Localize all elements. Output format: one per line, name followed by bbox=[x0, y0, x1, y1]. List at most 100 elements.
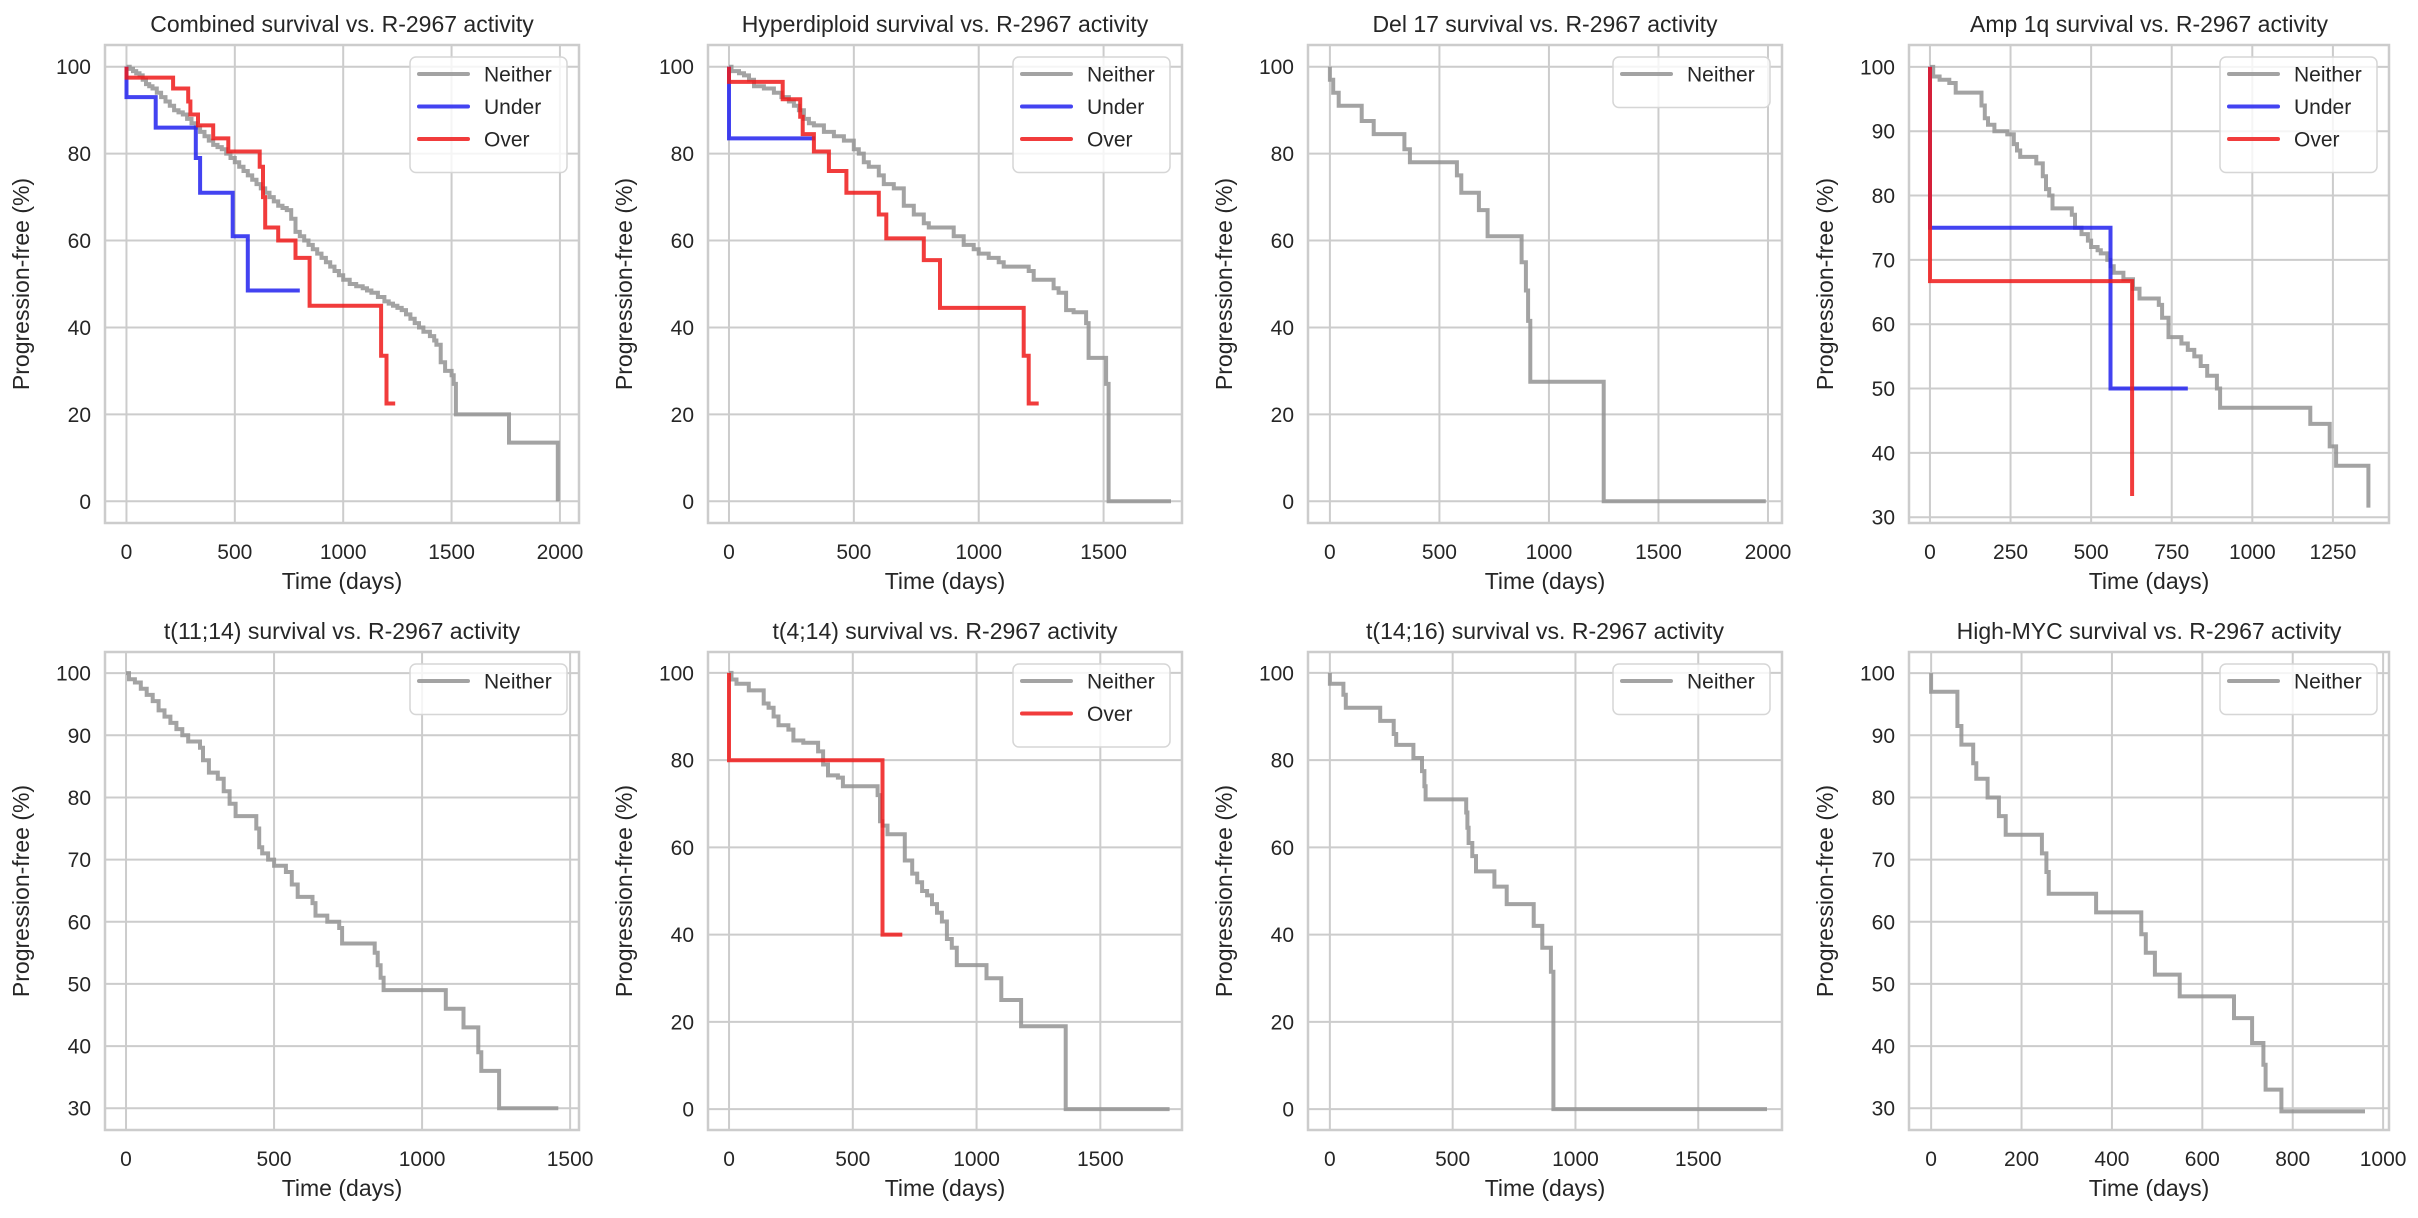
x-tick-label: 0 bbox=[1925, 1148, 1937, 1171]
y-tick-label: 20 bbox=[1271, 1011, 1294, 1034]
series-line-over bbox=[124, 66, 396, 406]
legend-item-neither: Neither bbox=[1620, 671, 1755, 694]
subplot-title: High-MYC survival vs. R-2967 activity bbox=[1957, 618, 2342, 644]
series-line-neither bbox=[1327, 672, 1767, 1112]
x-tick-label: 0 bbox=[121, 541, 133, 564]
legend-item-neither: Neither bbox=[2227, 64, 2362, 87]
legend-item-over: Over bbox=[1020, 129, 1133, 152]
legend-item-neither: Neither bbox=[1620, 64, 1755, 87]
subplot-4: 0 250 500 750 1000 1250 30 40 50 60 70 80 90 100 Amp 1… bbox=[1812, 11, 2391, 594]
y-tick-label: 30 bbox=[68, 1098, 91, 1121]
axes-frame bbox=[706, 650, 1184, 1132]
y-tick-label: 80 bbox=[1271, 143, 1294, 166]
y-tick-label: 90 bbox=[1872, 725, 1895, 748]
x-tick-label: 2000 bbox=[537, 541, 584, 564]
y-tick-label: 80 bbox=[1271, 750, 1294, 773]
x-axis-label: Time (days) bbox=[885, 568, 1006, 594]
legend-item-neither: Neither bbox=[417, 671, 552, 694]
legend-label: Neither bbox=[2294, 64, 2362, 87]
legend-item-neither: Neither bbox=[1020, 671, 1155, 694]
legend-label: Under bbox=[484, 96, 541, 119]
legend-label: Neither bbox=[484, 64, 552, 87]
legend: Neither Under Over bbox=[1012, 56, 1171, 174]
x-tick-label: 1000 bbox=[399, 1148, 446, 1171]
y-tick-label: 50 bbox=[1872, 973, 1895, 996]
subplot-title: Hyperdiploid survival vs. R-2967 activit… bbox=[742, 11, 1149, 37]
legend-item-under: Under bbox=[417, 96, 541, 119]
x-tick-label: 500 bbox=[1422, 541, 1457, 564]
x-tick-label: 800 bbox=[2275, 1148, 2310, 1171]
x-tick-label: 500 bbox=[835, 1148, 870, 1171]
legend: Neither Over bbox=[1012, 663, 1171, 748]
y-tick-label: 80 bbox=[68, 787, 91, 810]
x-tick-label: 1000 bbox=[1526, 541, 1573, 564]
legend-box bbox=[1012, 56, 1171, 174]
y-tick-label: 80 bbox=[68, 143, 91, 166]
y-tick-label: 0 bbox=[79, 491, 91, 514]
y-tick-label: 0 bbox=[1282, 491, 1294, 514]
legend-box bbox=[409, 56, 568, 174]
y-tick-label: 100 bbox=[1860, 56, 1895, 79]
x-tick-label: 400 bbox=[2094, 1148, 2129, 1171]
y-tick-label: 70 bbox=[68, 849, 91, 872]
y-tick-label: 100 bbox=[1259, 662, 1294, 685]
subplot-3: 0 500 1000 1500 2000 0 20 40 60 80 100 Del 17 survi… bbox=[1211, 11, 1791, 594]
y-axis-label: Progression-free (%) bbox=[1211, 785, 1237, 997]
y-tick-label: 100 bbox=[659, 662, 694, 685]
x-tick-label: 0 bbox=[1324, 1148, 1336, 1171]
subplot-title: t(4;14) survival vs. R-2967 activity bbox=[772, 618, 1118, 644]
subplot-title: Del 17 survival vs. R-2967 activity bbox=[1372, 11, 1718, 37]
y-tick-label: 40 bbox=[671, 924, 694, 947]
x-tick-label: 1500 bbox=[1077, 1148, 1124, 1171]
subplot-title: t(11;14) survival vs. R-2967 activity bbox=[164, 618, 521, 644]
legend-box bbox=[2219, 56, 2378, 174]
legend-label: Over bbox=[1087, 129, 1133, 152]
x-axis-label: Time (days) bbox=[2089, 568, 2210, 594]
y-tick-label: 40 bbox=[1872, 1036, 1895, 1059]
x-axis-label: Time (days) bbox=[2089, 1175, 2210, 1201]
x-tick-label: 1000 bbox=[1552, 1148, 1599, 1171]
x-tick-label: 1500 bbox=[1635, 541, 1682, 564]
axes-frame bbox=[1907, 650, 2391, 1132]
subplot-5: 0 500 1000 1500 30 40 50 60 70 80 90 100 t(11;14) su… bbox=[8, 618, 593, 1201]
legend-label: Neither bbox=[1687, 671, 1755, 694]
x-axis-label: Time (days) bbox=[1485, 1175, 1606, 1201]
y-tick-label: 70 bbox=[1872, 249, 1895, 272]
legend: Neither Under Over bbox=[2219, 56, 2378, 174]
legend-label: Neither bbox=[2294, 671, 2362, 694]
y-axis-label: Progression-free (%) bbox=[1812, 785, 1838, 997]
series-line-neither bbox=[126, 64, 560, 502]
x-tick-label: 600 bbox=[2185, 1148, 2220, 1171]
x-tick-label: 1500 bbox=[428, 541, 475, 564]
series-line-under bbox=[727, 66, 816, 141]
x-tick-label: 1000 bbox=[953, 1148, 1000, 1171]
legend-item-over: Over bbox=[417, 129, 530, 152]
y-tick-label: 90 bbox=[1872, 121, 1895, 144]
y-tick-label: 60 bbox=[68, 911, 91, 934]
y-axis-label: Progression-free (%) bbox=[611, 785, 637, 997]
x-tick-label: 750 bbox=[2154, 541, 2189, 564]
x-tick-label: 0 bbox=[723, 1148, 735, 1171]
x-tick-label: 0 bbox=[120, 1148, 132, 1171]
x-tick-label: 500 bbox=[836, 541, 871, 564]
legend-item-neither: Neither bbox=[2227, 671, 2362, 694]
x-axis-label: Time (days) bbox=[885, 1175, 1006, 1201]
y-tick-label: 40 bbox=[68, 317, 91, 340]
x-tick-label: 1000 bbox=[320, 541, 367, 564]
y-tick-label: 0 bbox=[682, 1099, 694, 1122]
y-axis-label: Progression-free (%) bbox=[8, 178, 34, 390]
series-line-neither bbox=[729, 670, 1170, 1112]
legend: Neither bbox=[1612, 663, 1771, 716]
y-tick-label: 20 bbox=[671, 404, 694, 427]
x-tick-label: 1250 bbox=[2310, 541, 2357, 564]
legend-label: Neither bbox=[1087, 64, 1155, 87]
y-tick-label: 100 bbox=[1259, 56, 1294, 79]
subplot-7: 0 500 1000 1500 0 20 40 60 80 100 t(14;16) surviva… bbox=[1211, 618, 1784, 1201]
y-tick-label: 40 bbox=[1872, 442, 1895, 465]
y-tick-label: 60 bbox=[671, 230, 694, 253]
x-tick-label: 200 bbox=[2004, 1148, 2039, 1171]
legend-label: Under bbox=[2294, 96, 2351, 119]
x-tick-label: 1500 bbox=[1080, 541, 1127, 564]
subplot-2: 0 500 1000 1500 0 20 40 60 80 100 Hyperdiploid sur… bbox=[611, 11, 1184, 594]
y-tick-label: 20 bbox=[1271, 404, 1294, 427]
